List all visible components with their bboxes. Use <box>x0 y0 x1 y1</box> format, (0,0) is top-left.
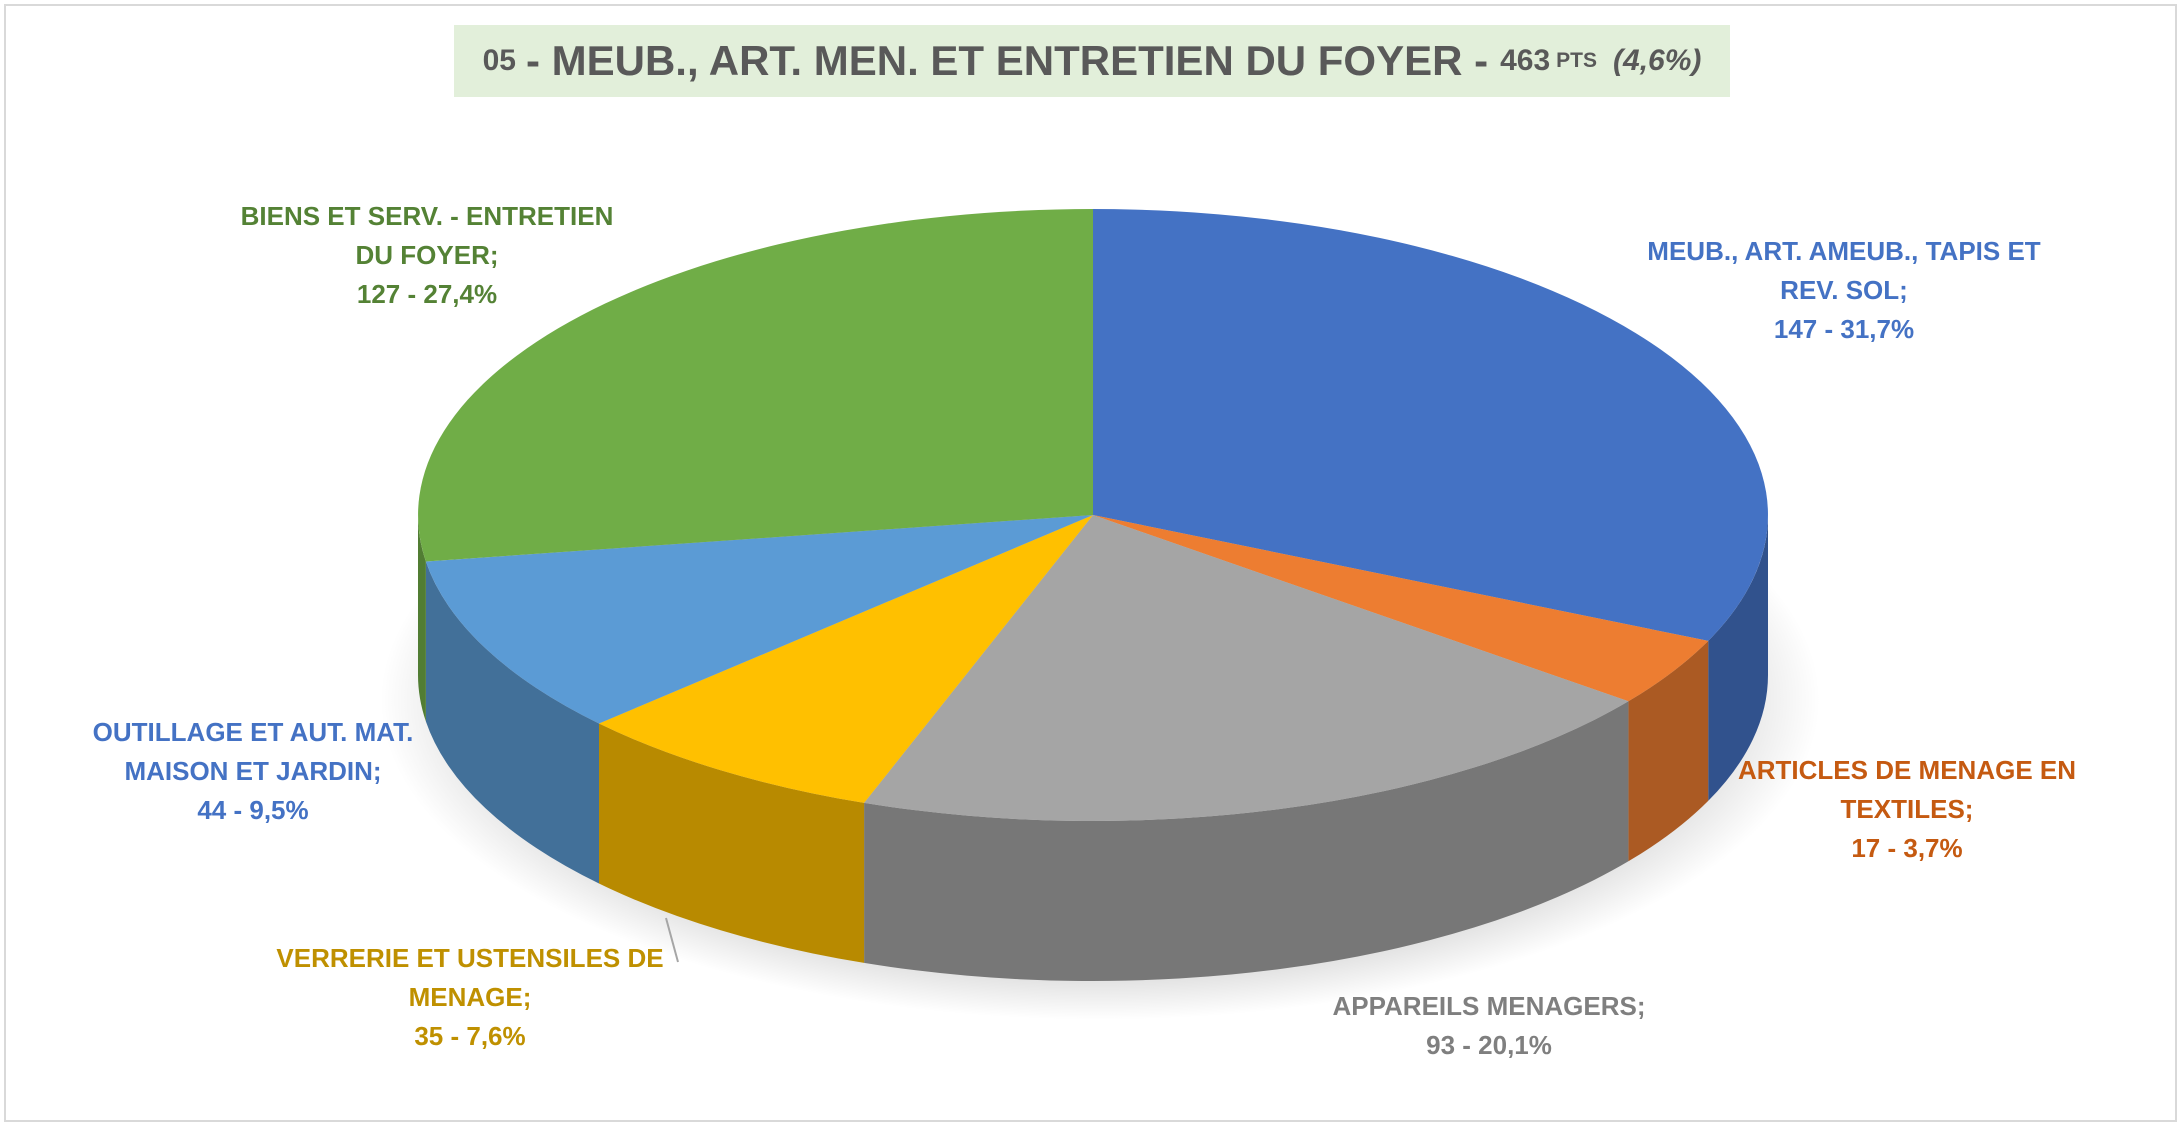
slice-side <box>1708 515 1768 801</box>
title-share: (4,6%) <box>1613 44 1702 77</box>
value-label: 147 - 31,7% <box>1773 314 1915 344</box>
title-unit: PTS <box>1556 49 1598 72</box>
value-label: 93 - 20,1% <box>1426 1030 1552 1060</box>
chart-title: 05 - MEUB., ART. MEN. ET ENTRETIEN DU FO… <box>454 25 1730 97</box>
title-total: 463 <box>1500 44 1551 77</box>
chart-frame <box>4 4 2177 1122</box>
slice <box>1093 209 1768 641</box>
slice <box>425 515 1093 724</box>
value-label: 17 - 3,7% <box>1851 833 1963 863</box>
value-label: 127 - 27,4% <box>356 279 498 309</box>
title-name: - MEUB., ART. MEN. ET ENTRETIEN DU FOYER… <box>525 37 1489 84</box>
value-label: 35 - 7,6% <box>414 1021 526 1051</box>
slice <box>418 209 1093 562</box>
slice <box>1093 515 1709 702</box>
slice-side <box>864 701 1629 982</box>
slice-side <box>599 723 865 963</box>
data-label: OUTILLAGE ET AUT. MAT. MAISON ET JARDIN;… <box>73 713 433 830</box>
category-label: MEUB., ART. AMEUB., TAPIS ET REV. SOL; <box>1647 236 2041 305</box>
category-label: VERRERIE ET USTENSILES DE MENAGE; <box>276 943 664 1012</box>
value-label: 44 - 9,5% <box>197 795 309 825</box>
slice-side <box>1628 640 1709 862</box>
data-label: MEUB., ART. AMEUB., TAPIS ET REV. SOL; 14… <box>1634 232 2054 349</box>
category-label: BIENS ET SERV. - ENTRETIEN DU FOYER; <box>240 201 614 270</box>
leader-line <box>665 917 679 963</box>
slice-side <box>425 561 599 884</box>
data-label: BIENS ET SERV. - ENTRETIEN DU FOYER; 127 … <box>227 197 627 314</box>
data-label: VERRERIE ET USTENSILES DE MENAGE; 35 - 7,… <box>270 939 670 1056</box>
category-label: OUTILLAGE ET AUT. MAT. MAISON ET JARDIN; <box>92 717 414 786</box>
slice <box>599 515 1093 803</box>
data-label: ARTICLES DE MENAGE EN TEXTILES; 17 - 3,7% <box>1727 751 2087 868</box>
slice <box>864 515 1629 822</box>
title-code: 05 <box>482 44 516 77</box>
category-label: APPAREILS MENAGERS; <box>1332 991 1646 1021</box>
data-label: APPAREILS MENAGERS; 93 - 20,1% <box>1279 987 1699 1065</box>
category-label: ARTICLES DE MENAGE EN TEXTILES; <box>1737 755 2077 824</box>
slice-side <box>418 515 426 722</box>
